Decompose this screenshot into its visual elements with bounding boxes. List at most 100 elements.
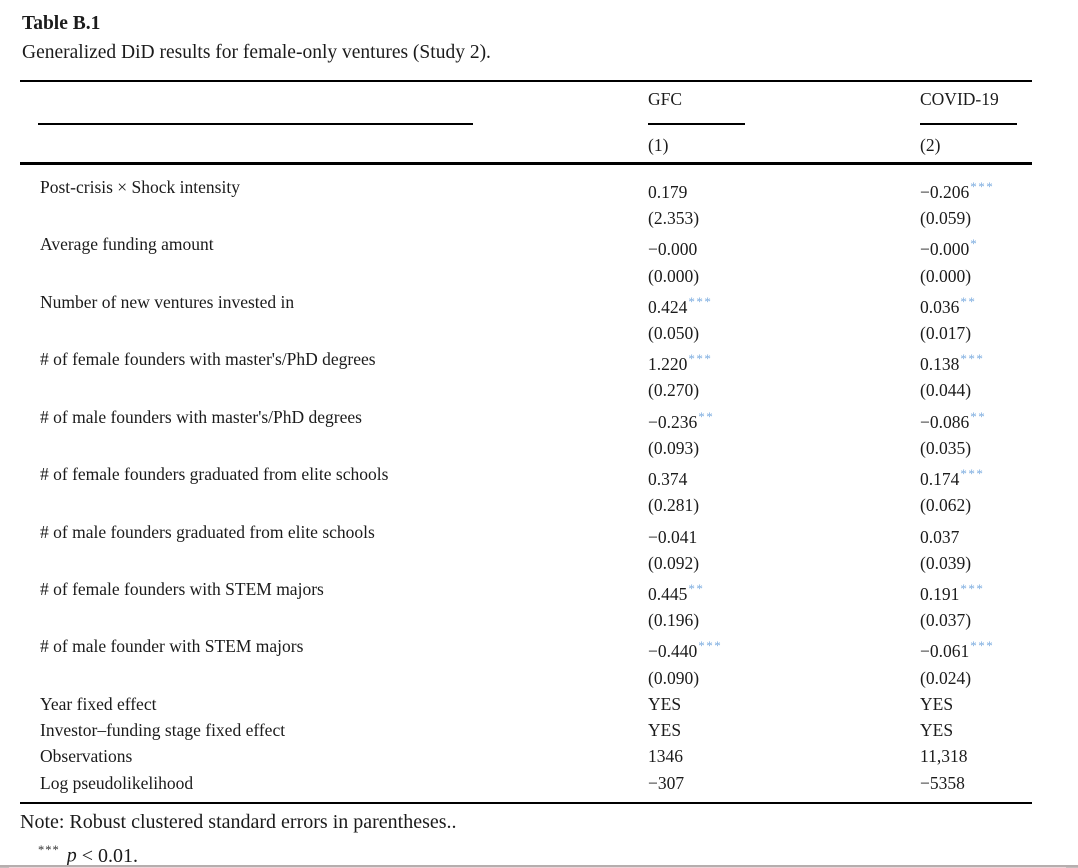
significance-stars[interactable]: * (970, 236, 979, 252)
coef-cell: −0.041 (648, 519, 920, 550)
coef-value: 0.174 (920, 468, 960, 489)
header-group-label: COVID-19 (920, 89, 999, 109)
table-row: Average funding amount −0.000 −0.000* (20, 231, 1032, 262)
coef-value: −0.061 (920, 641, 970, 662)
significance-stars[interactable]: ** (970, 408, 987, 424)
table-row: Year fixed effect YES YES (20, 691, 1032, 717)
table-row: (2.353) (0.059) (20, 205, 1032, 231)
coef-cell: 0.174*** (920, 461, 1032, 492)
coef-value: −0.236 (648, 411, 698, 432)
se-cell: (0.090) (648, 667, 700, 688)
coef-value: 0.036 (920, 296, 960, 317)
significance-stars[interactable]: *** (688, 293, 713, 309)
coef-cell: −0.236** (648, 404, 920, 435)
row-label: # of female founders with STEM majors (40, 578, 324, 599)
coef-cell: 0.445** (648, 576, 920, 607)
coef-value: −0.440 (648, 641, 698, 662)
se-cell: (0.037) (920, 610, 972, 631)
summary-cell: −5358 (920, 772, 965, 793)
footnote: *** p < 0.01. (38, 837, 1078, 868)
table-note: Note: Robust clustered standard errors i… (20, 810, 457, 833)
summary-cell: −307 (648, 772, 685, 793)
se-cell: (0.017) (920, 322, 972, 343)
significance-stars[interactable]: ** (688, 580, 705, 596)
significance-stars[interactable]: *** (960, 351, 985, 367)
header-label-cell (20, 125, 648, 162)
table-row: # of male founders with master's/PhD deg… (20, 404, 1032, 435)
se-cell: (0.035) (920, 437, 972, 458)
table-row: # of female founders with master's/PhD d… (20, 346, 1032, 377)
se-cell: (0.000) (648, 265, 700, 286)
header-number-row: (1) (2) (20, 125, 1032, 162)
coef-cell: −0.206*** (920, 174, 1032, 205)
header-label-cell (20, 82, 648, 125)
header-group-rule (920, 123, 1017, 125)
summary-cell: YES (648, 720, 682, 741)
se-cell: (0.093) (648, 437, 700, 458)
coef-value: 0.138 (920, 354, 960, 375)
table-caption: Generalized DiD results for female-only … (22, 42, 491, 63)
coef-cell: −0.086** (920, 404, 1032, 435)
row-label: # of male founders with master's/PhD deg… (40, 406, 362, 427)
coef-value: −0.000 (648, 239, 698, 260)
coef-value: 0.037 (920, 526, 960, 547)
article-page: Table B.1 Generalized DiD results for fe… (0, 12, 1078, 868)
significance-stars[interactable]: *** (688, 351, 713, 367)
header-group-covid: COVID-19 (920, 82, 1032, 125)
table-row: # of female founders graduated from elit… (20, 461, 1032, 492)
coef-cell: 0.179 (648, 174, 920, 205)
coef-value: 0.179 (648, 181, 688, 202)
coef-value: −0.206 (920, 181, 970, 202)
table-body: Post-crisis × Shock intensity 0.179 −0.2… (20, 165, 1032, 804)
coef-value: 0.424 (648, 296, 688, 317)
table-row: # of female founders with STEM majors 0.… (20, 576, 1032, 607)
table-header: GFC COVID-19 (1) (2) (20, 80, 1032, 165)
summary-cell: YES (920, 693, 954, 714)
significance-stars[interactable]: *** (960, 580, 985, 596)
coef-cell: −0.000* (920, 231, 1032, 262)
se-cell: (0.059) (920, 208, 972, 229)
table-row: (0.196) (0.037) (20, 607, 1032, 633)
significance-stars[interactable]: *** (970, 179, 995, 194)
significance-stars[interactable]: *** (698, 638, 723, 654)
table-row: (0.092) (0.039) (20, 550, 1032, 576)
header-group-gfc: GFC (648, 82, 920, 125)
row-label: Post-crisis × Shock intensity (40, 177, 240, 197)
footnote-p: p (66, 844, 77, 867)
table-row: (0.000) (0.000) (20, 263, 1032, 289)
se-cell: (0.039) (920, 552, 972, 573)
row-label: Log pseudolikelihood (40, 772, 194, 793)
significance-stars[interactable]: ** (698, 408, 715, 424)
table-row: # of male founders graduated from elite … (20, 519, 1032, 550)
table-title: Table B.1 (22, 13, 101, 34)
coef-value: −0.000 (920, 239, 970, 260)
coef-value: 0.445 (648, 583, 688, 604)
row-label: Year fixed effect (40, 693, 157, 714)
coef-cell: −0.061*** (920, 633, 1032, 664)
results-table: GFC COVID-19 (1) (2) Post-crisis × Shock… (20, 80, 1032, 804)
table-row: (0.093) (0.035) (20, 435, 1032, 461)
footnote-stars: *** (38, 842, 60, 857)
table-row: Observations 1346 11,318 (20, 743, 1032, 769)
se-cell: (0.024) (920, 667, 972, 688)
footnotes: ***p< 0.01. **p< 0.05. *p< 0.1 (38, 837, 1078, 868)
coef-value: −0.041 (648, 526, 698, 547)
significance-stars[interactable]: ** (960, 293, 977, 309)
significance-stars[interactable]: *** (960, 466, 985, 482)
coef-value: 1.220 (648, 354, 688, 375)
header-label-rule (38, 123, 473, 125)
header-col-2: (2) (920, 135, 941, 155)
se-cell: (0.044) (920, 380, 972, 401)
coef-cell: −0.000 (648, 231, 920, 262)
row-label: Investor–funding stage fixed effect (40, 720, 286, 741)
table-row: Post-crisis × Shock intensity 0.179 −0.2… (20, 174, 1032, 205)
coef-cell: 0.036** (920, 289, 1032, 320)
table-row: (0.050) (0.017) (20, 320, 1032, 346)
table-row: (0.270) (0.044) (20, 377, 1032, 403)
se-cell: (0.092) (648, 552, 700, 573)
table-row: (0.090) (0.024) (20, 665, 1032, 691)
significance-stars[interactable]: *** (970, 638, 995, 654)
summary-cell: YES (648, 693, 682, 714)
coef-cell: 0.424*** (648, 289, 920, 320)
table-row: Investor–funding stage fixed effect YES … (20, 717, 1032, 743)
